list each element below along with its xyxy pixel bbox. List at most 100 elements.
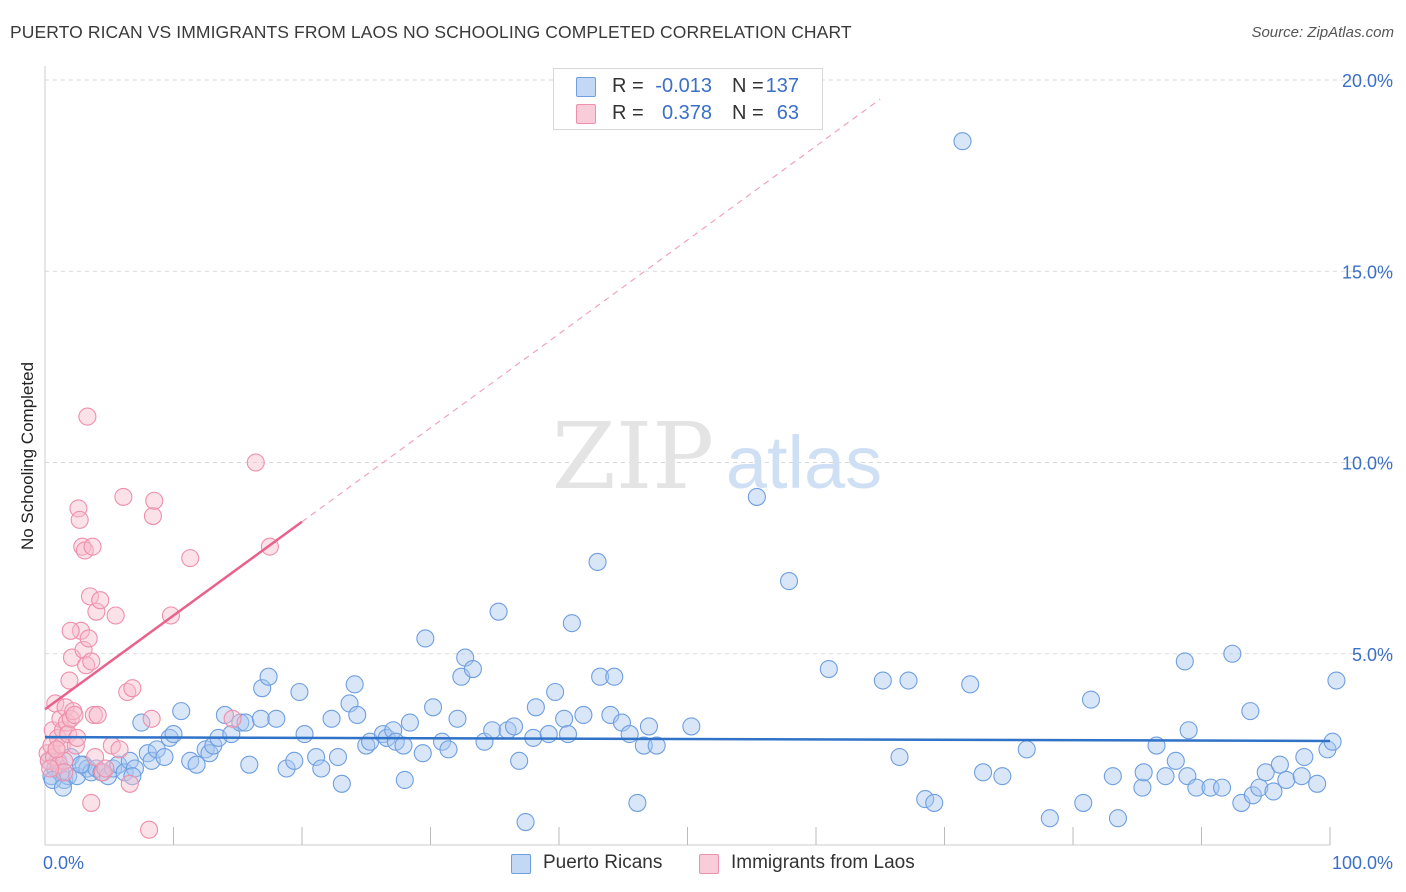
data-point-puerto-ricans — [1134, 763, 1153, 782]
legend-row-immigrants-from-laos: R = 0.378 N = 63 — [554, 100, 822, 128]
data-point-immigrants-from-laos — [96, 759, 115, 778]
legend-r-label: R = — [612, 75, 644, 97]
data-point-immigrants-from-laos — [91, 591, 110, 610]
data-point-puerto-ricans — [1081, 690, 1101, 709]
data-point-puerto-ricans — [973, 763, 993, 782]
data-point-puerto-ricans — [1223, 644, 1242, 663]
data-point-immigrants-from-laos — [145, 491, 164, 510]
y-tick-label: 20.0% — [1342, 71, 1393, 91]
data-point-immigrants-from-laos — [83, 537, 102, 556]
data-point-puerto-ricans — [312, 759, 331, 778]
data-point-puerto-ricans — [1040, 809, 1059, 828]
data-point-puerto-ricans — [483, 721, 502, 740]
legend-r-label: R = — [612, 102, 644, 124]
data-point-puerto-ricans — [562, 614, 581, 633]
legend-n-label: N = — [732, 102, 764, 124]
legend-n-label: N = — [732, 75, 764, 97]
data-point-puerto-ricans — [1256, 763, 1275, 782]
data-point-immigrants-from-laos — [41, 759, 60, 778]
data-point-puerto-ricans — [290, 682, 309, 702]
data-point-puerto-ricans — [574, 705, 593, 725]
y-tick-label: 15.0% — [1342, 262, 1393, 282]
data-point-immigrants-from-laos — [143, 506, 162, 526]
data-point-immigrants-from-laos — [82, 793, 101, 812]
data-point-puerto-ricans — [187, 755, 206, 774]
data-point-puerto-ricans — [588, 552, 607, 572]
data-point-puerto-ricans — [1179, 721, 1198, 740]
data-point-puerto-ricans — [1277, 770, 1296, 790]
data-point-puerto-ricans — [605, 667, 624, 686]
data-point-immigrants-from-laos — [47, 740, 66, 759]
data-point-puerto-ricans — [416, 629, 435, 648]
data-point-puerto-ricans — [1327, 671, 1346, 690]
data-point-immigrants-from-laos — [80, 587, 100, 606]
data-point-puerto-ricans — [1166, 751, 1185, 770]
data-point-immigrants-from-laos — [142, 709, 161, 728]
data-point-puerto-ricans — [489, 602, 508, 621]
data-point-immigrants-from-laos — [114, 487, 133, 506]
trend-line-immigrants-from-laos — [44, 520, 303, 711]
data-point-immigrants-from-laos — [123, 679, 142, 698]
legend-n-value: 137 — [765, 75, 799, 97]
data-point-puerto-ricans — [558, 725, 578, 744]
chart-title: PUERTO RICAN VS IMMIGRANTS FROM LAOS NO … — [10, 22, 852, 42]
data-point-puerto-ricans — [251, 709, 270, 728]
data-point-puerto-ricans — [259, 667, 278, 686]
data-point-puerto-ricans — [164, 725, 183, 744]
data-point-puerto-ricans — [555, 709, 574, 728]
legend-r-value: -0.013 — [655, 75, 712, 97]
series-legend: Puerto Ricans Immigrants from Laos — [0, 852, 1406, 878]
data-point-puerto-ricans — [539, 725, 558, 744]
data-point-immigrants-from-laos — [61, 621, 80, 640]
legend-swatch-pink — [699, 854, 719, 874]
y-tick-label: 5.0% — [1352, 645, 1393, 665]
watermark: ZIP atlas — [552, 403, 882, 510]
data-point-puerto-ricans — [295, 725, 314, 744]
data-point-puerto-ricans — [413, 744, 432, 763]
data-point-puerto-ricans — [993, 767, 1012, 786]
data-point-immigrants-from-laos — [87, 602, 106, 621]
data-point-immigrants-from-laos — [181, 549, 200, 568]
data-point-puerto-ricans — [395, 770, 414, 790]
data-point-puerto-ricans — [1295, 747, 1314, 767]
data-point-puerto-ricans — [439, 740, 458, 759]
tick-labels: 5.0% 10.0% 15.0% 20.0% 0.0% 100.0% — [43, 71, 1393, 873]
data-point-puerto-ricans — [634, 736, 653, 755]
data-point-puerto-ricans — [1187, 778, 1206, 797]
data-point-puerto-ricans — [172, 702, 191, 721]
legend-n-value: 63 — [776, 102, 799, 124]
data-point-puerto-ricans — [71, 755, 91, 774]
data-point-immigrants-from-laos — [120, 774, 139, 793]
data-point-puerto-ricans — [132, 713, 151, 732]
data-point-puerto-ricans — [1264, 782, 1283, 801]
data-point-puerto-ricans — [1156, 767, 1175, 786]
data-point-puerto-ricans — [899, 671, 918, 690]
data-point-puerto-ricans — [747, 487, 766, 506]
data-point-puerto-ricans — [424, 698, 443, 717]
legend-swatch-pink — [576, 104, 596, 124]
correlation-legend: R = -0.013 N = 137 R = 0.378 N = 63 — [553, 68, 823, 130]
data-point-immigrants-from-laos — [60, 671, 79, 690]
data-point-puerto-ricans — [1175, 652, 1194, 671]
data-point-puerto-ricans — [961, 675, 980, 694]
data-point-puerto-ricans — [1292, 767, 1311, 786]
data-point-immigrants-from-laos — [79, 629, 98, 648]
data-point-puerto-ricans — [682, 717, 701, 736]
data-point-puerto-ricans — [916, 790, 935, 809]
data-point-puerto-ricans — [639, 717, 659, 736]
grid-lines — [45, 79, 1395, 655]
data-point-puerto-ricans — [332, 774, 351, 793]
y-tick-label: 10.0% — [1342, 454, 1393, 474]
data-point-puerto-ricans — [1308, 774, 1327, 793]
data-point-puerto-ricans — [53, 778, 73, 797]
data-point-puerto-ricans — [285, 751, 304, 770]
data-point-puerto-ricans — [819, 659, 838, 679]
data-point-puerto-ricans — [779, 572, 799, 591]
data-point-immigrants-from-laos — [110, 740, 129, 759]
data-point-puerto-ricans — [953, 132, 972, 151]
data-point-immigrants-from-laos — [140, 820, 159, 839]
data-point-puerto-ricans — [628, 793, 647, 812]
x-tick-label: 100.0% — [1332, 853, 1393, 873]
trend-line-extension-immigrants-from-laos — [301, 98, 881, 523]
